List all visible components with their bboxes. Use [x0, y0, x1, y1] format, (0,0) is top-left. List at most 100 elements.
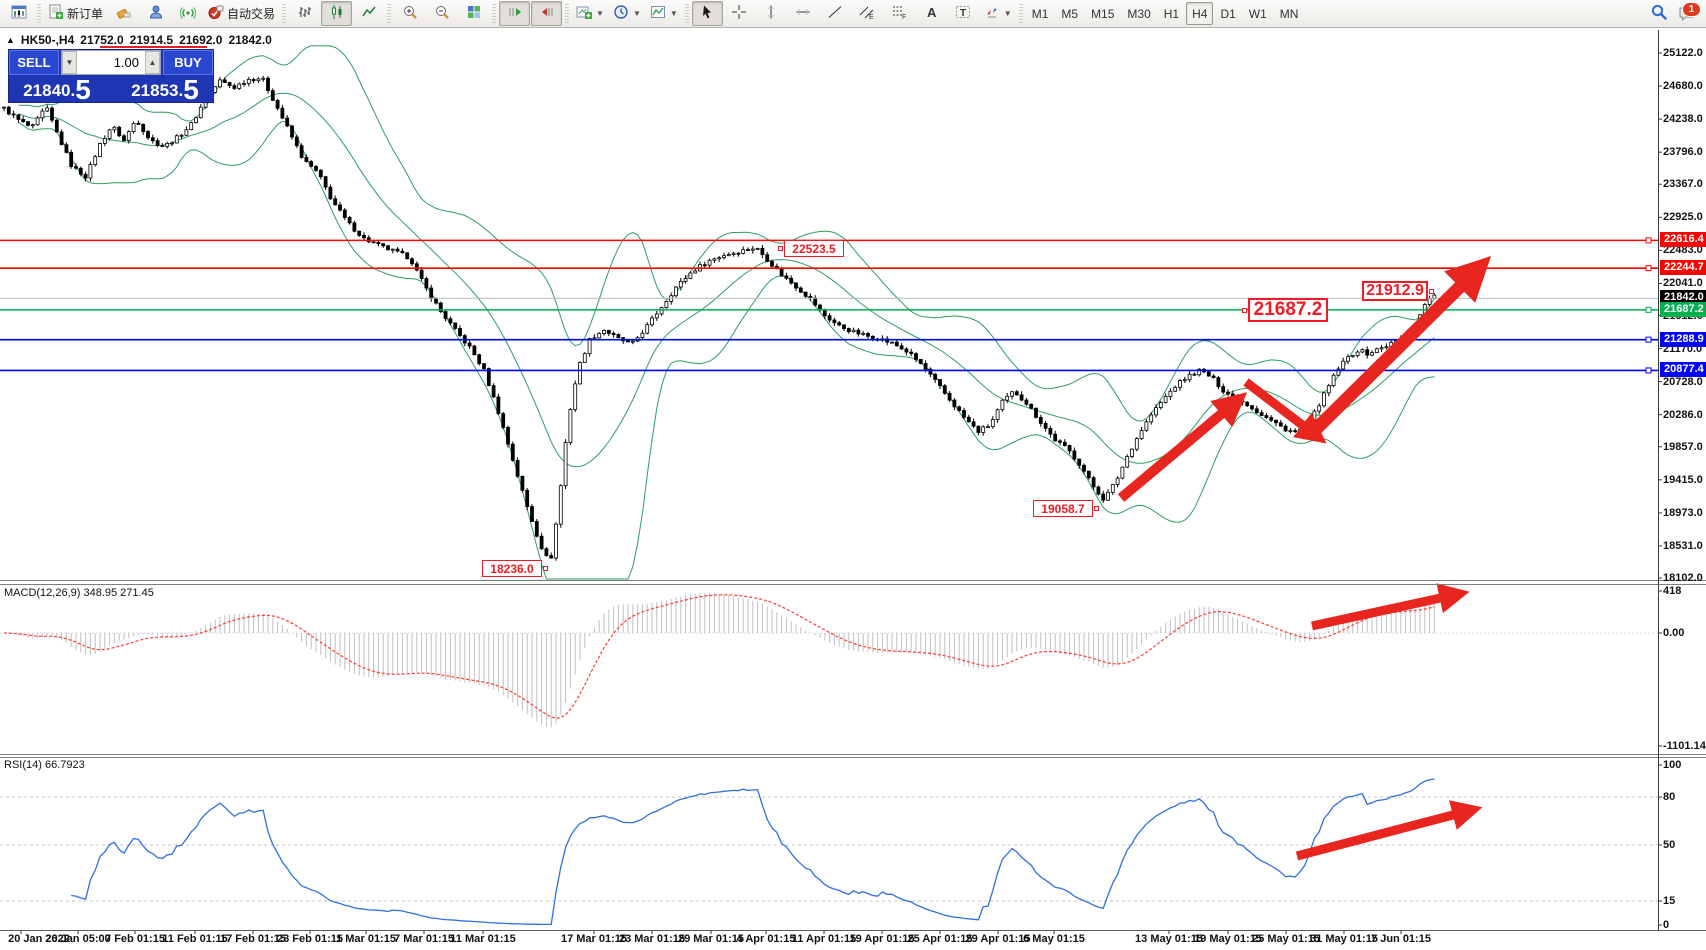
annotation-handle[interactable] — [778, 246, 783, 251]
trend-arrow[interactable] — [1117, 392, 1248, 502]
line-chart-icon[interactable] — [353, 1, 384, 26]
trendline-button[interactable] — [820, 1, 851, 26]
macd-rsi-separator[interactable] — [0, 754, 1706, 755]
candlestick-chart-icon[interactable] — [321, 1, 353, 26]
volume-decrease-button[interactable]: ▼ — [62, 51, 77, 74]
search-icon[interactable] — [1650, 3, 1668, 26]
trend-arrow[interactable] — [1311, 583, 1470, 631]
chart-macd-separator[interactable] — [0, 580, 1706, 581]
annotation-handle[interactable] — [1094, 506, 1099, 511]
chart-window-icon[interactable] — [3, 1, 34, 26]
trendline-button — [827, 4, 843, 23]
price-tick-label: 20286.0 — [1663, 408, 1703, 421]
timeframe-m1-button[interactable]: M1 — [1026, 2, 1055, 25]
sell-price-main: 21840 — [23, 81, 71, 100]
zoom-in-icon[interactable] — [394, 1, 425, 26]
price-annotation[interactable]: 19058.7 — [1033, 500, 1093, 517]
new-order-button[interactable]: 新订单 — [44, 1, 107, 26]
collapse-triangle-icon[interactable]: ▲ — [6, 35, 15, 45]
price-level-badge: 21687.2 — [1660, 301, 1706, 317]
trend-arrow[interactable] — [1243, 378, 1327, 444]
time-axis-label: 4 Apr 01:15 — [736, 933, 796, 945]
text-label-button: T — [955, 4, 971, 23]
vertical-line-button[interactable] — [756, 1, 787, 26]
time-axis-label: 7 Jun 01:15 — [1371, 933, 1431, 945]
timeframe-h4-button[interactable]: H4 — [1186, 2, 1214, 25]
one-click-trading-panel: SELL ▼ 1.00 ▲ BUY 21840. 5 21853. 5 — [8, 49, 214, 105]
signals-icon — [179, 4, 196, 23]
time-axis-line — [0, 930, 1706, 931]
timeframe-label: H4 — [1192, 6, 1208, 21]
signals-icon[interactable] — [172, 1, 203, 26]
svg-text:E: E — [869, 14, 874, 20]
auto-trading-button — [208, 4, 224, 23]
volume-input[interactable]: 1.00 — [113, 55, 139, 70]
timeframe-mn-button[interactable]: MN — [1274, 2, 1305, 25]
annotation-handle[interactable] — [1429, 288, 1434, 294]
chart-shift-icon[interactable] — [531, 1, 563, 26]
period-dropdown[interactable]: ▼ — [609, 1, 645, 26]
price-level-badge: 21842.0 — [1660, 290, 1706, 306]
price-annotation[interactable]: 22523.5 — [784, 240, 844, 257]
crosshair-button[interactable] — [724, 1, 755, 26]
annotation-handle[interactable] — [543, 566, 548, 571]
time-axis-label: 20 Jan 2022 — [8, 933, 70, 945]
new-order-button — [48, 4, 64, 23]
rsi-tick-label: 80 — [1663, 791, 1676, 803]
template-dropdown — [650, 4, 666, 23]
auto-trading-button[interactable]: 自动交易 — [204, 1, 279, 26]
text-button[interactable]: A — [916, 1, 947, 26]
profiles-icon — [148, 4, 164, 23]
buy-price-pip: 5 — [183, 74, 199, 105]
text-label-button[interactable]: T — [948, 1, 979, 26]
volume-increase-button[interactable]: ▲ — [145, 51, 160, 74]
price-annotation[interactable]: 21912.9 — [1362, 281, 1428, 301]
timeframe-label: M1 — [1031, 6, 1049, 21]
sell-button[interactable]: SELL — [9, 50, 59, 75]
equidistant-channel-button[interactable]: E — [852, 1, 883, 26]
new-chart-dropdown — [576, 4, 593, 23]
buy-price[interactable]: 21853. 5 — [131, 74, 199, 105]
eraser-icon[interactable] — [108, 1, 139, 26]
timeframe-w1-button[interactable]: W1 — [1243, 2, 1273, 25]
price-annotation[interactable]: 21687.2 — [1248, 298, 1328, 322]
notification-count-badge: 1 — [1682, 2, 1701, 17]
auto-scroll-icon[interactable] — [499, 1, 531, 26]
buy-button[interactable]: BUY — [163, 50, 213, 75]
time-axis-label: 11 Mar 01:15 — [450, 933, 516, 945]
trend-arrow[interactable] — [1295, 800, 1483, 861]
profiles-icon[interactable] — [140, 1, 171, 26]
timeframe-m30-button[interactable]: M30 — [1121, 2, 1156, 25]
bar-chart-icon[interactable] — [289, 1, 320, 26]
horizontal-line-button[interactable] — [788, 1, 819, 26]
trend-arrow[interactable] — [1306, 256, 1492, 439]
time-axis-label: 31 May 01:15 — [1310, 933, 1378, 945]
template-dropdown[interactable]: ▼ — [646, 1, 682, 26]
timeframe-label: M5 — [1061, 6, 1079, 21]
price-annotation[interactable]: 18236.0 — [482, 560, 542, 577]
macd-rsi-separator-2 — [0, 757, 1706, 758]
sell-price[interactable]: 21840. 5 — [23, 74, 91, 105]
timeframe-d1-button[interactable]: D1 — [1214, 2, 1241, 25]
trade-panel-prices: 21840. 5 21853. 5 — [9, 74, 213, 105]
new-order-button-label: 新订单 — [67, 7, 104, 21]
time-axis-label: 17 Feb 01:15 — [219, 933, 287, 945]
rsi-tick-label: 0 — [1663, 919, 1670, 931]
line-chart-icon — [361, 4, 377, 23]
new-chart-dropdown[interactable]: ▼ — [572, 1, 608, 26]
timeframe-m15-button[interactable]: M15 — [1085, 2, 1120, 25]
arrows-dropdown[interactable]: ▼ — [980, 1, 1016, 26]
tile-windows-icon[interactable] — [458, 1, 489, 26]
time-axis-label: 7 Feb 01:15 — [105, 933, 165, 945]
zoom-out-icon[interactable] — [426, 1, 457, 26]
annotation-handle[interactable] — [1242, 307, 1247, 313]
price-level-badge: 21288.9 — [1660, 331, 1706, 347]
notifications-icon[interactable]: 1 — [1676, 2, 1701, 25]
time-axis-label: 25 Apr 01:15 — [907, 933, 973, 945]
timeframe-h1-button[interactable]: H1 — [1158, 2, 1185, 25]
time-axis-label: 23 Mar 01:15 — [618, 933, 686, 945]
fibonacci-button[interactable]: F — [884, 1, 915, 26]
cursor-button[interactable] — [691, 1, 723, 26]
timeframe-m5-button[interactable]: M5 — [1055, 2, 1084, 25]
